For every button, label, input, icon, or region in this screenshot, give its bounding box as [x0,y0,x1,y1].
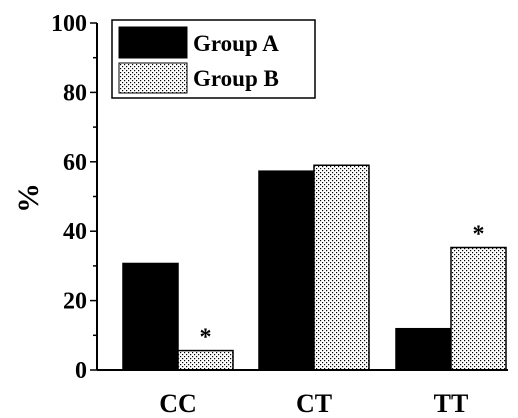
legend-swatch-group-b [118,62,188,94]
x-category-label-ct: CT [296,389,332,418]
significance-marker-cc: * [200,325,212,351]
y-tick-label: 80 [63,80,87,106]
y-tick-label: 0 [75,358,87,384]
annotations-layer: ** [200,222,485,351]
y-tick-label: 20 [63,289,87,315]
bar-group-a-tt [395,327,452,371]
bar-group-a-ct [258,170,315,371]
y-axis-title: % [12,183,45,213]
y-tick-label: 40 [63,219,87,245]
legend-swatch-group-a [118,26,188,59]
y-tick-label: 60 [63,150,87,176]
y-tick-label: 100 [51,11,87,37]
bar-group-b-ct [313,164,370,371]
legend-label-group-b: Group B [193,66,279,91]
bar-group-a-cc [122,262,179,371]
x-category-label-cc: CC [159,389,197,418]
bars-layer [122,164,507,371]
y-ticks: 0 20 40 60 80 100 [51,11,97,384]
legend: Group A Group B [111,19,316,99]
x-category-label-tt: TT [434,389,469,418]
legend-label-group-a: Group A [193,31,279,56]
x-tick-labels: CC CT TT [159,389,468,418]
bar-group-b-cc [177,349,234,371]
bar-group-b-tt [450,246,507,371]
significance-marker-tt: * [473,222,485,248]
